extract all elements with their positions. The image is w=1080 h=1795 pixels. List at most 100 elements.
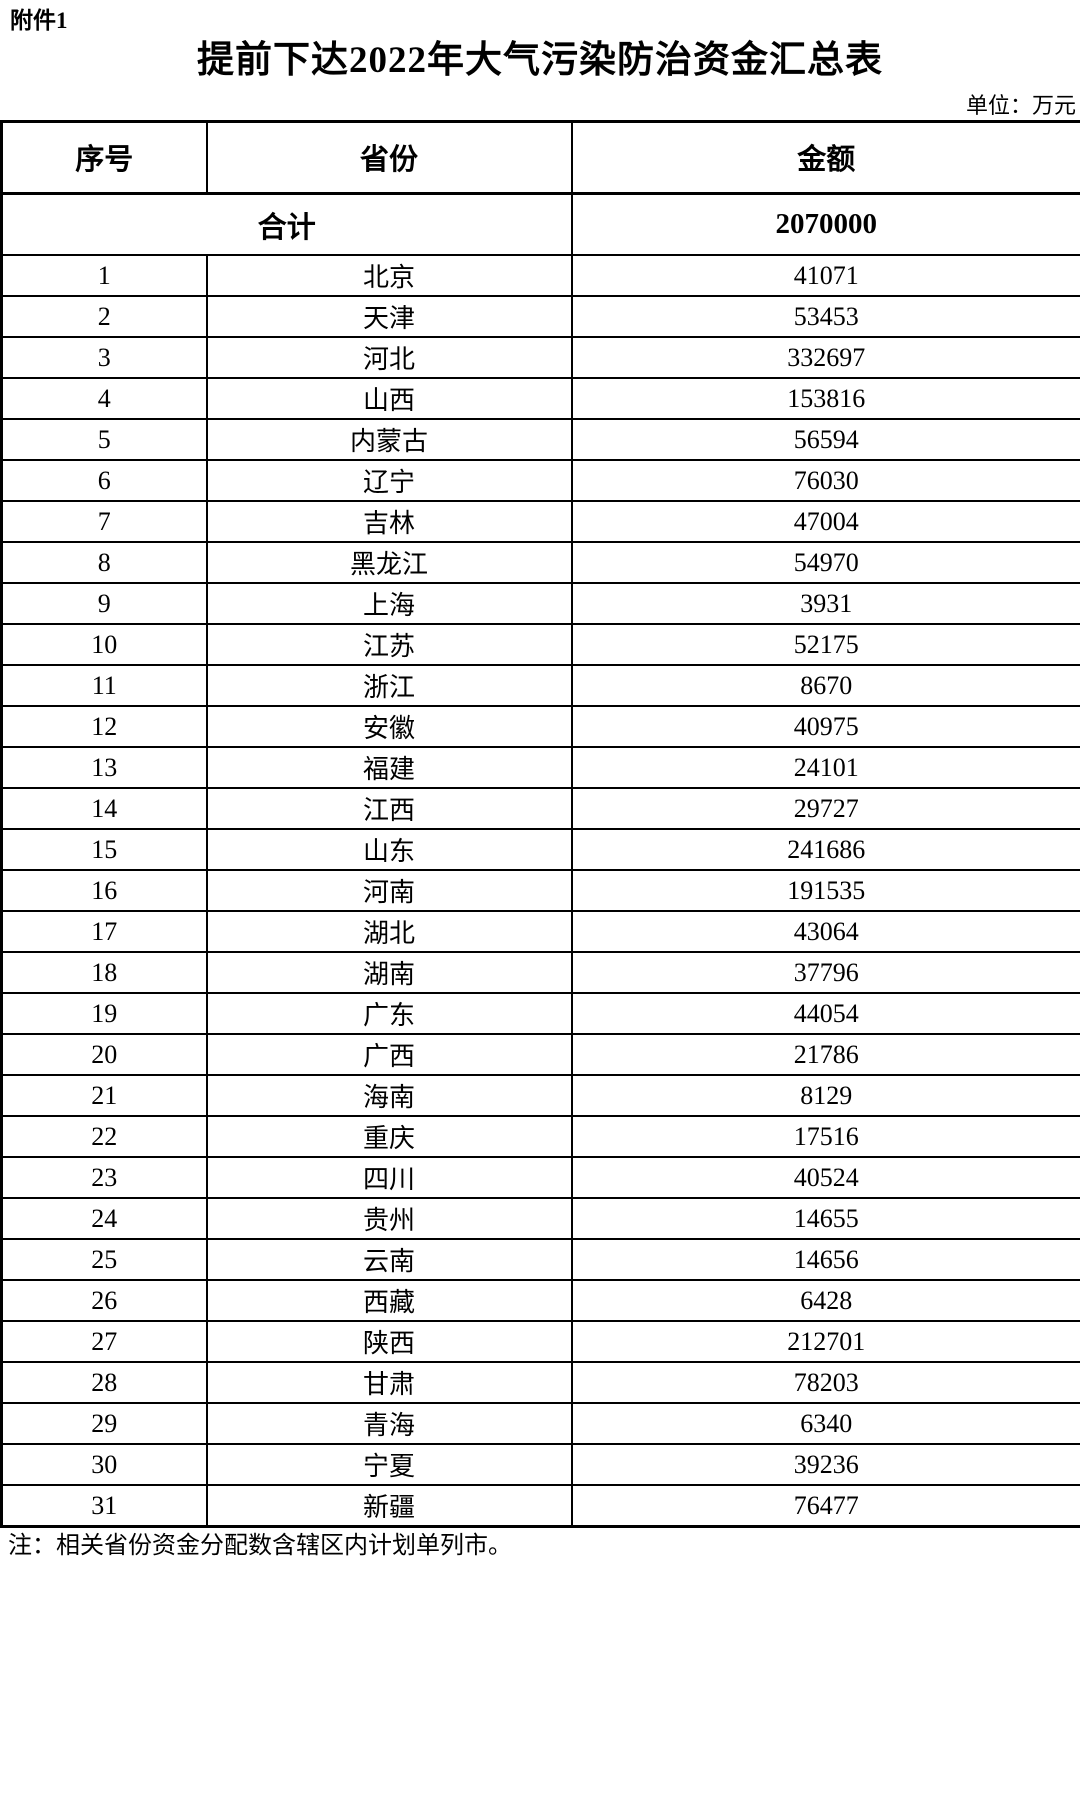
row-province: 四川 [205, 1156, 573, 1200]
row-province: 陕西 [205, 1320, 573, 1364]
row-no: 16 [0, 869, 208, 913]
row-province: 安徽 [205, 705, 573, 749]
row-amount: 56594 [570, 418, 1080, 462]
row-no: 4 [0, 377, 208, 421]
row-province: 福建 [205, 746, 573, 790]
header-province: 省份 [205, 120, 573, 195]
row-no: 26 [0, 1279, 208, 1323]
row-province: 内蒙古 [205, 418, 573, 462]
row-amount: 47004 [570, 500, 1080, 544]
table-row: 3 河北 332697 [0, 336, 1080, 380]
table-row: 6 辽宁 76030 [0, 459, 1080, 503]
row-no: 10 [0, 623, 208, 667]
row-no: 21 [0, 1074, 208, 1118]
row-amount: 3931 [570, 582, 1080, 626]
row-province: 山东 [205, 828, 573, 872]
row-no: 20 [0, 1033, 208, 1077]
row-no: 11 [0, 664, 208, 708]
row-no: 27 [0, 1320, 208, 1364]
table-row: 11 浙江 8670 [0, 664, 1080, 708]
row-no: 13 [0, 746, 208, 790]
table-row: 19 广东 44054 [0, 992, 1080, 1036]
row-amount: 14656 [570, 1238, 1080, 1282]
row-amount: 17516 [570, 1115, 1080, 1159]
row-province: 浙江 [205, 664, 573, 708]
row-province: 黑龙江 [205, 541, 573, 585]
row-province: 北京 [205, 254, 573, 298]
row-no: 3 [0, 336, 208, 380]
unit-label: 单位：万元 [965, 92, 1076, 118]
row-no: 15 [0, 828, 208, 872]
table-row: 14 江西 29727 [0, 787, 1080, 831]
row-province: 西藏 [205, 1279, 573, 1323]
row-province: 贵州 [205, 1197, 573, 1241]
row-no: 1 [0, 254, 208, 298]
row-no: 9 [0, 582, 208, 626]
row-amount: 40975 [570, 705, 1080, 749]
table-row: 9 上海 3931 [0, 582, 1080, 626]
row-province: 海南 [205, 1074, 573, 1118]
row-province: 江西 [205, 787, 573, 831]
table-row: 25 云南 14656 [0, 1238, 1080, 1282]
row-no: 25 [0, 1238, 208, 1282]
row-province: 云南 [205, 1238, 573, 1282]
page-title: 提前下达2022年大气污染防治资金汇总表 [197, 40, 883, 82]
row-amount: 76030 [570, 459, 1080, 503]
table-row: 5 内蒙古 56594 [0, 418, 1080, 462]
row-province: 青海 [205, 1402, 573, 1446]
row-no: 28 [0, 1361, 208, 1405]
row-no: 8 [0, 541, 208, 585]
table-row: 15 山东 241686 [0, 828, 1080, 872]
row-province: 湖北 [205, 910, 573, 954]
table-row: 1 北京 41071 [0, 254, 1080, 298]
header-row: 序号 省份 金额 [0, 120, 1080, 195]
row-province: 广东 [205, 992, 573, 1036]
row-no: 30 [0, 1443, 208, 1487]
row-no: 22 [0, 1115, 208, 1159]
row-no: 31 [0, 1484, 208, 1528]
row-amount: 39236 [570, 1443, 1080, 1487]
table-row: 12 安徽 40975 [0, 705, 1080, 749]
row-amount: 44054 [570, 992, 1080, 1036]
row-amount: 191535 [570, 869, 1080, 913]
total-label: 合计 [0, 192, 573, 257]
row-no: 18 [0, 951, 208, 995]
row-province: 上海 [205, 582, 573, 626]
row-province: 吉林 [205, 500, 573, 544]
row-province: 新疆 [205, 1484, 573, 1528]
row-no: 17 [0, 910, 208, 954]
row-amount: 78203 [570, 1361, 1080, 1405]
row-no: 29 [0, 1402, 208, 1446]
row-amount: 41071 [570, 254, 1080, 298]
row-amount: 54970 [570, 541, 1080, 585]
row-no: 24 [0, 1197, 208, 1241]
table-row: 4 山西 153816 [0, 377, 1080, 421]
row-province: 广西 [205, 1033, 573, 1077]
attachment-label: 附件1 [10, 8, 68, 33]
row-amount: 14655 [570, 1197, 1080, 1241]
row-province: 河北 [205, 336, 573, 380]
row-amount: 241686 [570, 828, 1080, 872]
table-row: 20 广西 21786 [0, 1033, 1080, 1077]
table-row: 31 新疆 76477 [0, 1484, 1080, 1528]
header-no: 序号 [0, 120, 208, 195]
row-amount: 332697 [570, 336, 1080, 380]
table-row: 26 西藏 6428 [0, 1279, 1080, 1323]
row-amount: 29727 [570, 787, 1080, 831]
total-amount: 2070000 [570, 192, 1080, 257]
row-amount: 6340 [570, 1402, 1080, 1446]
row-amount: 8129 [570, 1074, 1080, 1118]
table-row: 2 天津 53453 [0, 295, 1080, 339]
row-no: 23 [0, 1156, 208, 1200]
table-row: 24 贵州 14655 [0, 1197, 1080, 1241]
row-amount: 21786 [570, 1033, 1080, 1077]
row-amount: 52175 [570, 623, 1080, 667]
total-row: 合计 2070000 [0, 192, 1080, 257]
row-province: 天津 [205, 295, 573, 339]
table-row: 28 甘肃 78203 [0, 1361, 1080, 1405]
table-row: 17 湖北 43064 [0, 910, 1080, 954]
table-row: 29 青海 6340 [0, 1402, 1080, 1446]
row-no: 6 [0, 459, 208, 503]
row-amount: 24101 [570, 746, 1080, 790]
